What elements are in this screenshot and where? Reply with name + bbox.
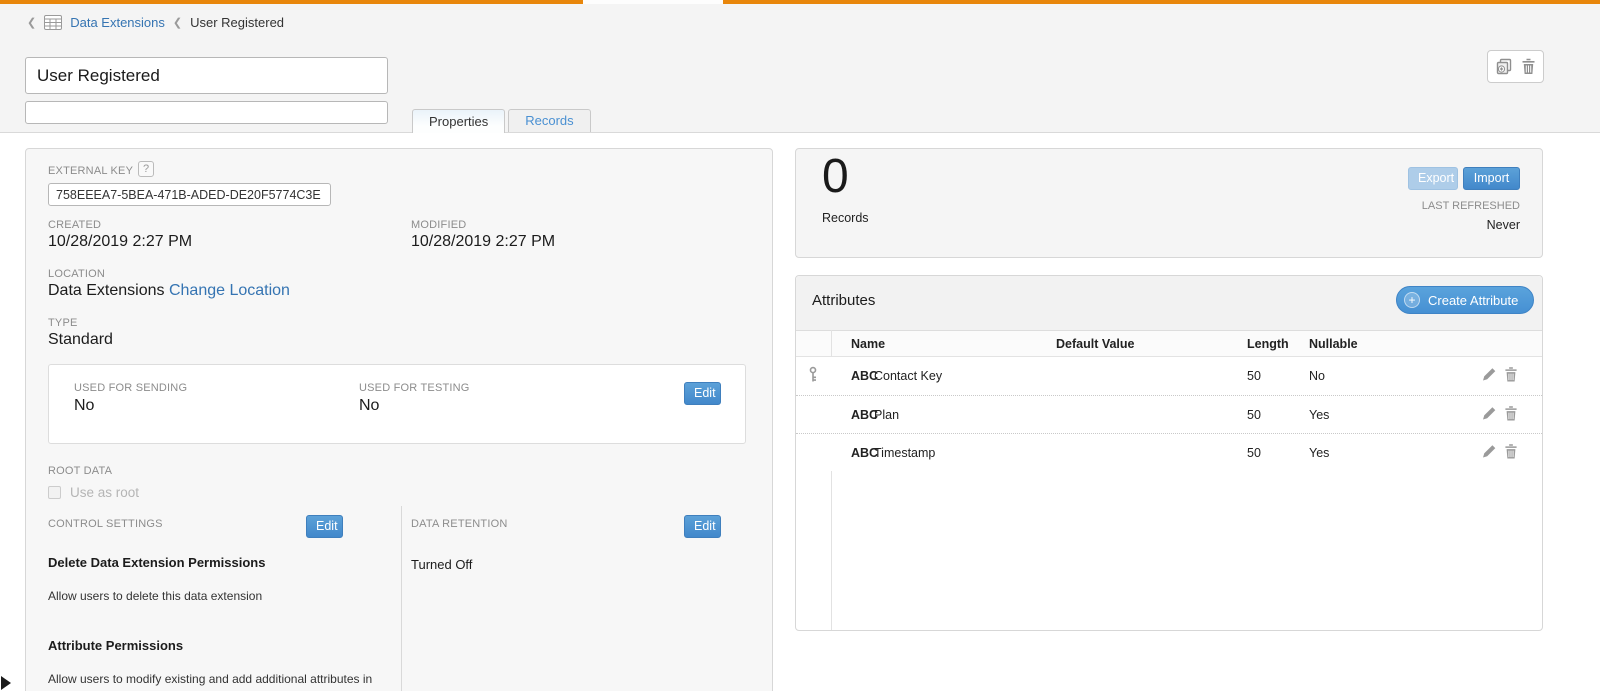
attribute-length: 50: [1247, 369, 1261, 383]
copy-icon[interactable]: [1495, 58, 1512, 75]
delete-permissions-desc: Allow users to delete this data extensio…: [48, 589, 263, 603]
data-retention-edit-button[interactable]: Edit: [684, 515, 721, 538]
trash-icon[interactable]: [1504, 367, 1518, 386]
properties-panel: EXTERNAL KEY ? CREATED 10/28/2019 2:27 P…: [25, 148, 773, 691]
attribute-name: Plan: [874, 407, 900, 422]
column-header-nullable: Nullable: [1309, 336, 1358, 351]
column-header-default-value: Default Value: [1056, 336, 1135, 351]
primary-key-icon: [808, 366, 818, 386]
change-location-link[interactable]: Change Location: [168, 282, 290, 299]
attributes-table-header: Name Default Value Length Nullable: [796, 330, 1542, 357]
trash-icon[interactable]: [1521, 58, 1536, 75]
import-button[interactable]: Import: [1463, 167, 1520, 190]
column-header-length: Length: [1247, 336, 1289, 351]
attributes-panel-header: Attributes + Create Attribute: [796, 276, 1542, 330]
table-row: ABC Plan 50 Yes: [796, 395, 1542, 433]
use-as-root-checkbox[interactable]: [48, 486, 61, 499]
attribute-nullable: Yes: [1309, 407, 1330, 422]
text-type-icon: ABC: [851, 369, 879, 383]
tab-records[interactable]: Records: [508, 109, 591, 132]
attribute-nullable: Yes: [1309, 445, 1330, 460]
used-for-sending-label: USED FOR SENDING: [74, 382, 188, 394]
table-row: ABC Contact Key 50 No: [796, 357, 1542, 395]
tab-properties[interactable]: Properties: [412, 109, 506, 133]
attributes-table-body: ABC Contact Key 50 No ABC Plan 50 Yes: [796, 357, 1542, 471]
attribute-name: Contact Key: [874, 369, 943, 383]
header-strip: ❮ Data Extensions ❮ User Registered Prop…: [0, 4, 1600, 133]
attributes-title: Attributes: [812, 292, 876, 309]
attribute-nullable: No: [1309, 369, 1325, 383]
attribute-permissions-title: Attribute Permissions: [48, 638, 184, 653]
expand-panel-arrow-icon[interactable]: [1, 676, 11, 690]
data-extension-grid-icon: [44, 14, 63, 30]
use-as-root-label: Use as root: [70, 485, 140, 500]
attribute-length: 50: [1247, 445, 1261, 460]
description-input[interactable]: [25, 101, 388, 124]
text-type-icon: ABC: [851, 445, 879, 460]
control-settings-edit-button[interactable]: Edit: [306, 515, 343, 538]
column-header-name: Name: [851, 336, 886, 351]
tab-bar: Properties Records: [412, 109, 591, 133]
primary-key-column-divider: [831, 330, 832, 630]
sendable-edit-button[interactable]: Edit: [684, 382, 721, 405]
column-divider: [401, 506, 402, 691]
name-input[interactable]: [25, 57, 388, 94]
sendable-settings-box: USED FOR SENDING No USED FOR TESTING No …: [48, 364, 746, 444]
top-accent-bar: [0, 0, 1600, 4]
breadcrumb-data-extensions-link[interactable]: Data Extensions: [70, 14, 165, 30]
type-value: Standard: [48, 331, 113, 348]
type-label: TYPE: [48, 317, 78, 329]
text-type-icon: ABC: [851, 407, 879, 422]
used-for-testing-label: USED FOR TESTING: [359, 382, 470, 394]
trash-icon[interactable]: [1504, 443, 1518, 462]
trash-icon[interactable]: [1504, 405, 1518, 424]
chevron-left-icon[interactable]: ❮: [27, 16, 37, 29]
header-action-group: [1487, 50, 1544, 83]
last-refreshed-value: Never: [1486, 218, 1520, 232]
data-retention-value: Turned Off: [411, 557, 473, 572]
pencil-icon[interactable]: [1482, 406, 1496, 423]
attributes-panel: Attributes + Create Attribute Name Defau…: [795, 275, 1543, 631]
data-retention-label: DATA RETENTION: [411, 518, 508, 530]
location-folder: Data Extensions: [48, 282, 165, 299]
table-row: ABC Timestamp 50 Yes: [796, 433, 1542, 471]
breadcrumb-current-item: User Registered: [190, 14, 285, 30]
create-attribute-button[interactable]: + Create Attribute: [1396, 286, 1535, 314]
attribute-length: 50: [1247, 407, 1261, 422]
chevron-left-icon: ❮: [172, 16, 183, 29]
records-label: Records: [822, 211, 869, 225]
create-attribute-label: Create Attribute: [1428, 292, 1519, 308]
last-refreshed-label: LAST REFRESHED: [1421, 200, 1520, 212]
plus-icon: +: [1404, 292, 1420, 308]
records-count: 0: [822, 150, 849, 203]
help-icon[interactable]: ?: [138, 161, 154, 177]
delete-permissions-title: Delete Data Extension Permissions: [48, 555, 266, 570]
top-accent-bar-gap: [583, 0, 723, 4]
pencil-icon[interactable]: [1482, 368, 1496, 385]
created-value: 10/28/2019 2:27 PM: [48, 233, 193, 250]
modified-value: 10/28/2019 2:27 PM: [411, 233, 556, 250]
location-value: Data Extensions Change Location: [48, 282, 290, 300]
attribute-permissions-desc: Allow users to modify existing and add a…: [48, 672, 373, 686]
external-key-label: EXTERNAL KEY: [48, 165, 134, 177]
control-settings-label: CONTROL SETTINGS: [48, 518, 163, 530]
modified-label: MODIFIED: [411, 219, 467, 231]
pencil-icon[interactable]: [1482, 444, 1496, 461]
breadcrumb: ❮ Data Extensions ❮ User Registered: [27, 12, 284, 32]
location-label: LOCATION: [48, 268, 106, 280]
used-for-testing-value: No: [359, 397, 380, 414]
external-key-input[interactable]: [48, 183, 331, 206]
export-button[interactable]: Export: [1408, 167, 1458, 190]
attribute-name: Timestamp: [874, 445, 936, 460]
records-panel: 0 Records Export Import LAST REFRESHED N…: [795, 148, 1543, 258]
used-for-sending-value: No: [74, 397, 95, 414]
created-label: CREATED: [48, 219, 102, 231]
root-data-label: ROOT DATA: [48, 465, 113, 477]
